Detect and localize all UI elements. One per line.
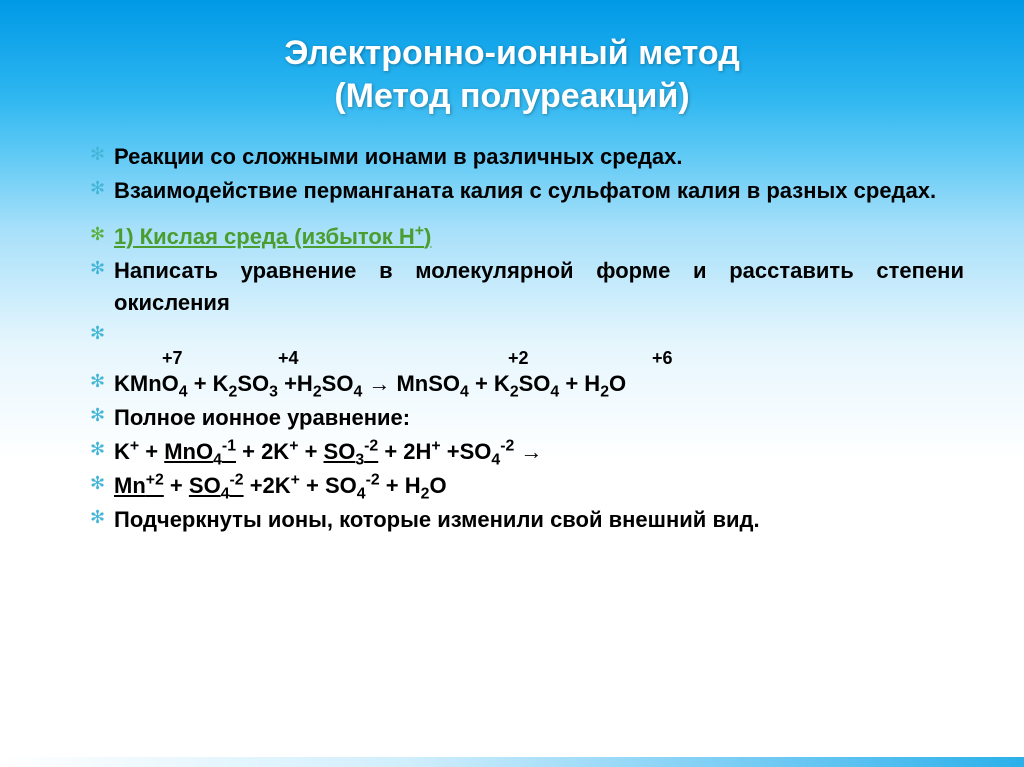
snowflake-icon: ✻ <box>90 504 114 530</box>
bullet-item: ✻ Mn+2 + SO4-2 +2K+ + SO4-2 + H2O <box>90 470 964 502</box>
spacer <box>90 209 964 221</box>
ox-state: +6 <box>652 348 673 369</box>
slide-title: Электронно-ионный метод (Метод полуреакц… <box>60 32 964 117</box>
heading-suffix: ) <box>424 224 431 249</box>
bullet-item: ✻ Подчеркнуты ионы, которые изменили сво… <box>90 504 964 536</box>
heading-text: 1) Кислая среда (избыток H <box>114 224 415 249</box>
equation-ionic-1: K+ + MnO4-1 + 2K+ + SO3-2 + 2H+ +SO4-2 → <box>114 436 964 468</box>
oxidation-states-row: +7 +4 +2 +6 <box>114 348 964 368</box>
snowflake-icon: ✻ <box>90 255 114 281</box>
snowflake-icon: ✻ <box>90 175 114 201</box>
footer-gradient-bar <box>0 757 1024 767</box>
bullet-item: ✻ Написать уравнение в молекулярной форм… <box>90 255 964 319</box>
section-heading: 1) Кислая среда (избыток H+) <box>114 221 964 253</box>
snowflake-icon: ✻ <box>90 402 114 428</box>
text-line: Реакции со сложными ионами в различных с… <box>114 141 964 173</box>
snowflake-icon: ✻ <box>90 221 114 247</box>
snowflake-icon: ✻ <box>90 470 114 496</box>
ox-state: +2 <box>508 348 529 369</box>
bullet-item: ✻ Реакции со сложными ионами в различных… <box>90 141 964 173</box>
text-line: Взаимодействие перманганата калия с суль… <box>114 175 964 207</box>
slide-content: ✻ Реакции со сложными ионами в различных… <box>60 141 964 536</box>
ox-state: +7 <box>162 348 183 369</box>
equation-main: KMnO4 + K2SO3 +H2SO4 → MnSO4 + K2SO4 + H… <box>114 368 964 400</box>
snowflake-icon: ✻ <box>90 436 114 462</box>
bullet-item: ✻ Полное ионное уравнение: <box>90 402 964 434</box>
slide-container: Электронно-ионный метод (Метод полуреакц… <box>0 0 1024 558</box>
title-line-2: (Метод полуреакций) <box>334 77 689 115</box>
text-line: Написать уравнение в молекулярной форме … <box>114 255 964 319</box>
ox-state: +4 <box>278 348 299 369</box>
bullet-item: ✻ Взаимодействие перманганата калия с су… <box>90 175 964 207</box>
bullet-item: ✻ K+ + MnO4-1 + 2K+ + SO3-2 + 2H+ +SO4-2… <box>90 436 964 468</box>
equation-ionic-2: Mn+2 + SO4-2 +2K+ + SO4-2 + H2O <box>114 470 964 502</box>
snowflake-icon: ✻ <box>90 320 114 346</box>
bullet-item: ✻ KMnO4 + K2SO3 +H2SO4 → MnSO4 + K2SO4 +… <box>90 368 964 400</box>
bullet-item: ✻ 1) Кислая среда (избыток H+) <box>90 221 964 253</box>
snowflake-icon: ✻ <box>90 368 114 394</box>
text-line: Подчеркнуты ионы, которые изменили свой … <box>114 504 964 536</box>
text-line: Полное ионное уравнение: <box>114 402 964 434</box>
snowflake-icon: ✻ <box>90 141 114 167</box>
title-line-1: Электронно-ионный метод <box>284 34 740 72</box>
